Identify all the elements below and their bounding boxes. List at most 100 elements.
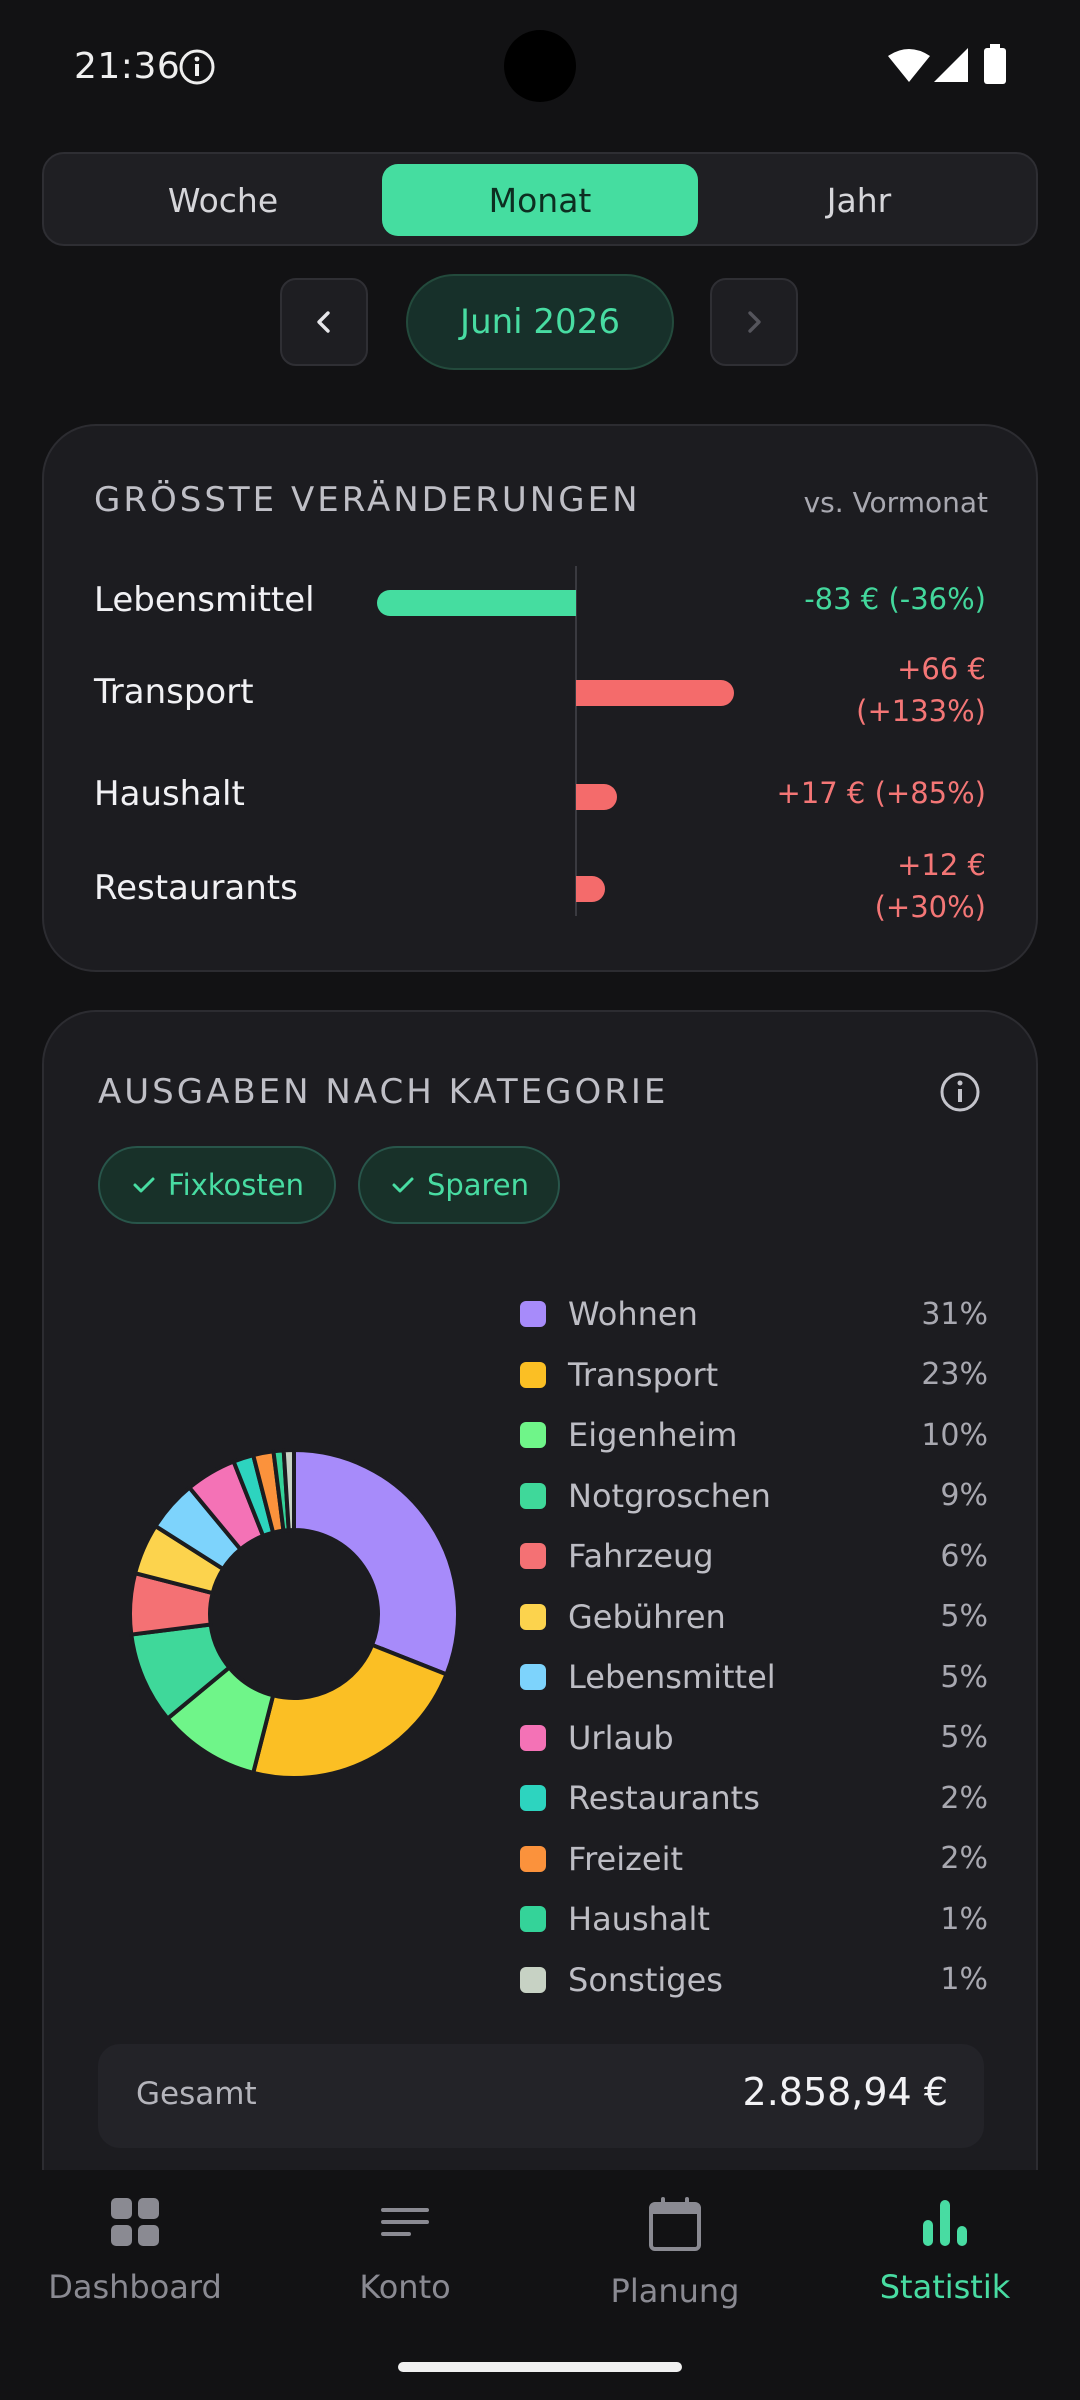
change-value: +66 € (+133%) — [856, 652, 986, 728]
lines-icon — [381, 2208, 429, 2236]
legend-swatch — [520, 1603, 546, 1630]
legend-item-gebühren: Gebühren 5% — [518, 1587, 988, 1647]
legend-label: Gebühren — [568, 1597, 726, 1636]
legend-percentage: 2% — [940, 1841, 988, 1876]
change-value: +12 € (+30%) — [874, 848, 986, 924]
change-bar — [576, 680, 735, 706]
legend-percentage: 5% — [940, 1720, 988, 1755]
legend-swatch — [520, 1543, 546, 1569]
legend-item-freizeit: Freizeit 2% — [518, 1829, 988, 1889]
change-value: -83 € (-36%) — [804, 582, 986, 616]
tab-woche[interactable]: Woche — [167, 180, 279, 220]
legend-label: Sonstiges — [568, 1960, 723, 1999]
nav-planung[interactable]: Planung — [540, 2196, 810, 2346]
legend-percentage: 31% — [921, 1296, 988, 1332]
legend-label: Urlaub — [568, 1718, 674, 1757]
nav-statistik[interactable]: Statistik — [810, 2196, 1080, 2346]
change-label: Lebensmittel — [94, 580, 315, 620]
period-segmented-control: Woche Monat Jahr — [42, 152, 1038, 246]
legend-label: Wohnen — [568, 1295, 698, 1333]
nav-label: Planung — [610, 2272, 740, 2310]
legend-item-transport: Transport 23% — [518, 1345, 988, 1405]
tab-monat[interactable]: Monat — [382, 164, 698, 236]
change-bar — [576, 784, 617, 810]
legend-swatch — [520, 1301, 546, 1327]
legend-percentage: 5% — [940, 1599, 988, 1634]
previous-month-button[interactable] — [280, 278, 368, 366]
camera-cutout — [504, 30, 576, 102]
filter-chip-label: Sparen — [426, 1168, 530, 1202]
category-card: AUSGABEN NACH KATEGORIE Fixkosten Sparen… — [42, 1010, 1038, 2170]
legend-item-restaurants: Restaurants 2% — [518, 1768, 988, 1828]
filter-chip-fixkosten[interactable]: Fixkosten — [98, 1146, 336, 1224]
change-bar — [376, 590, 576, 616]
status-time: 21:36 — [74, 46, 181, 87]
change-axis-line — [575, 566, 577, 916]
calendar-icon — [649, 2197, 701, 2251]
change-label: Restaurants — [94, 868, 298, 908]
legend-swatch — [520, 1966, 546, 1993]
filter-chip-label: Fixkosten — [168, 1168, 304, 1202]
status-bar: 21:36 — [0, 0, 1080, 132]
check-icon — [133, 1177, 155, 1193]
legend-swatch — [520, 1724, 546, 1751]
filter-chip-sparen[interactable]: Sparen — [358, 1146, 560, 1224]
cell-signal-icon — [934, 48, 968, 82]
legend-swatch — [520, 1482, 546, 1509]
check-icon — [392, 1177, 414, 1193]
legend-item-lebensmittel: Lebensmittel 5% — [518, 1647, 988, 1707]
legend-percentage: 6% — [940, 1538, 988, 1574]
donut-slice-sonstiges — [281, 1447, 296, 1533]
chevron-right-icon — [748, 311, 761, 333]
change-label: Transport — [94, 672, 254, 712]
legend-item-sonstiges: Sonstiges 1% — [518, 1950, 988, 2010]
changes-card-title: GRÖSSTE VERÄNDERUNGEN — [94, 480, 641, 520]
home-indicator — [398, 2362, 682, 2372]
wifi-icon — [888, 49, 930, 82]
total-value: 2.858,94 € — [742, 2070, 948, 2114]
change-row-transport: Transport +66 € (+133%) — [44, 644, 1036, 740]
legend-item-wohnen: Wohnen 31% — [518, 1284, 988, 1344]
changes-card-subtitle: vs. Vormonat — [803, 486, 988, 519]
category-donut-chart — [128, 1447, 460, 1780]
nav-label: Dashboard — [48, 2268, 222, 2306]
donut-slice-transport — [250, 1642, 450, 1780]
total-label: Gesamt — [136, 2076, 257, 2112]
legend-label: Haushalt — [568, 1900, 710, 1938]
nav-label: Konto — [359, 2268, 451, 2306]
legend-label: Transport — [568, 1355, 719, 1394]
legend-swatch — [520, 1664, 546, 1690]
nav-dashboard[interactable]: Dashboard — [0, 2196, 270, 2346]
legend-swatch — [520, 1906, 546, 1932]
nav-label: Statistik — [879, 2268, 1011, 2306]
legend-label: Freizeit — [568, 1839, 684, 1878]
grid-icon — [111, 2198, 159, 2246]
chevron-left-icon — [317, 311, 330, 333]
month-selector[interactable]: Juni 2026 — [406, 274, 674, 370]
info-icon[interactable] — [938, 1070, 982, 1114]
change-row-restaurants: Restaurants +12 € (+30%) — [44, 840, 1036, 936]
donut-slice-wohnen — [292, 1447, 460, 1677]
info-circle-icon — [179, 49, 215, 85]
legend-label: Fahrzeug — [568, 1537, 714, 1575]
legend-swatch — [520, 1785, 546, 1811]
legend-item-notgroschen: Notgroschen 9% — [518, 1466, 988, 1526]
change-bar — [576, 876, 605, 902]
legend-percentage: 5% — [940, 1659, 988, 1695]
legend-label: Restaurants — [568, 1779, 760, 1817]
legend-item-fahrzeug: Fahrzeug 6% — [518, 1526, 988, 1586]
category-card-title: AUSGABEN NACH KATEGORIE — [98, 1072, 669, 1112]
bottom-navigation: Dashboard Konto Planung Statistik — [0, 2170, 1080, 2400]
tab-jahr[interactable]: Jahr — [826, 180, 892, 220]
legend-percentage: 23% — [921, 1357, 988, 1392]
legend-swatch — [520, 1361, 546, 1388]
legend-item-haushalt: Haushalt 1% — [518, 1889, 988, 1949]
legend-swatch — [520, 1845, 546, 1872]
changes-card: GRÖSSTE VERÄNDERUNGEN vs. Vormonat Leben… — [42, 424, 1038, 972]
next-month-button[interactable] — [710, 278, 798, 366]
nav-konto[interactable]: Konto — [270, 2196, 540, 2346]
battery-icon — [984, 44, 1006, 84]
change-label: Haushalt — [94, 774, 245, 814]
legend-percentage: 2% — [940, 1780, 988, 1816]
legend-swatch — [520, 1422, 546, 1448]
